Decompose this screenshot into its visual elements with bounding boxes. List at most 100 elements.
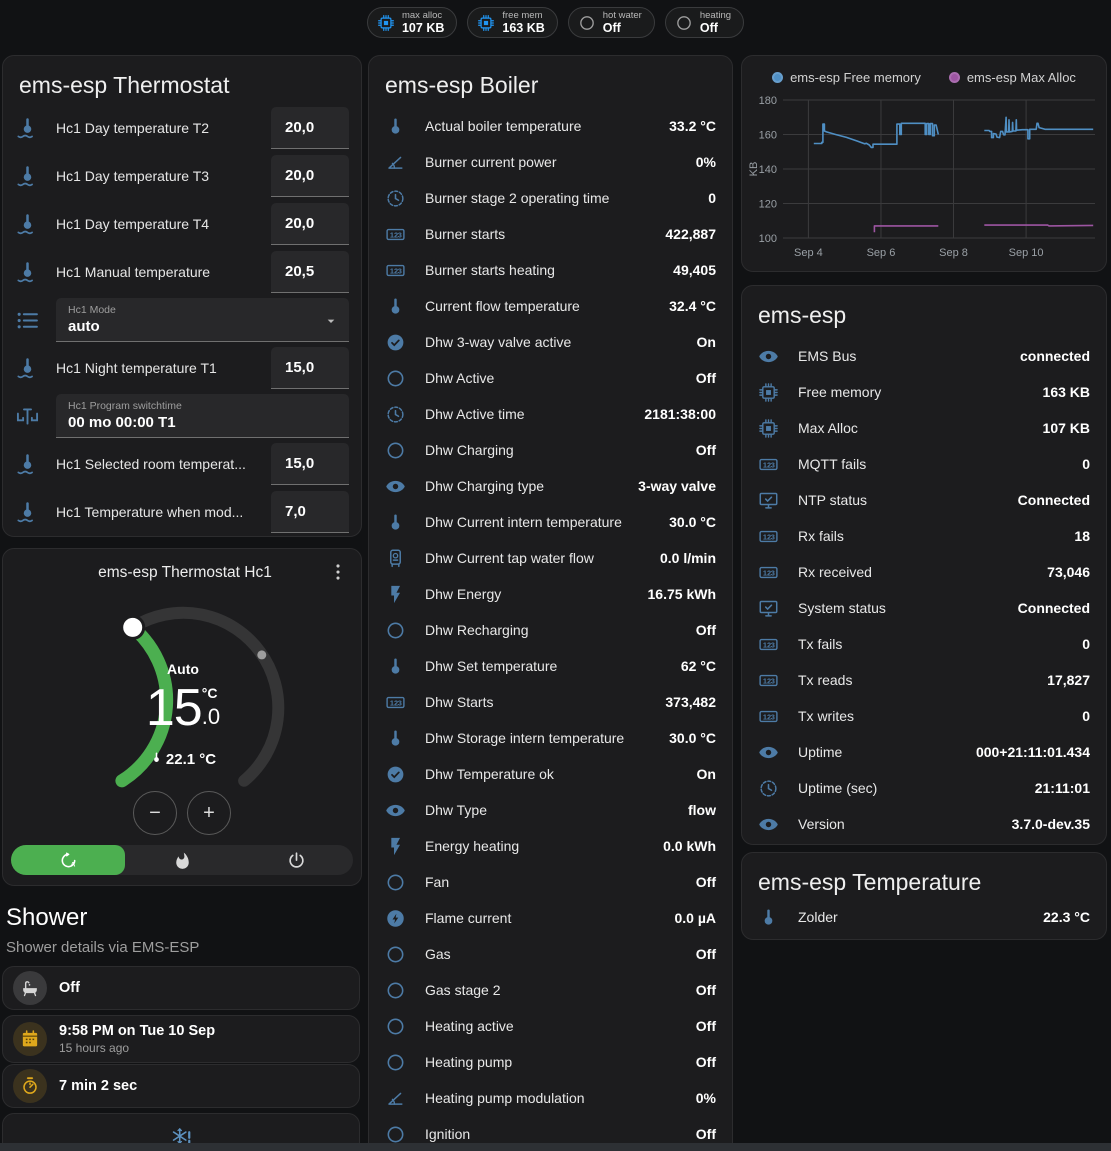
- entity-row[interactable]: Free memory 163 KB: [742, 374, 1106, 410]
- shower-section-subtitle: Shower details via EMS-ESP: [6, 939, 200, 956]
- entity-row[interactable]: Dhw Charging type 3-way valve: [369, 468, 732, 504]
- entity-row[interactable]: Current flow temperature 32.4 °C: [369, 288, 732, 324]
- emsesp-panel: ems-esp EMS Bus connected Free memory 16…: [741, 285, 1107, 845]
- entity-row[interactable]: Dhw Current intern temperature 30.0 °C: [369, 504, 732, 540]
- thermometer-icon: [385, 656, 409, 677]
- entity-row[interactable]: 12 3 Tx writes 0: [742, 698, 1106, 734]
- number-input[interactable]: [271, 251, 349, 293]
- history-chart-card[interactable]: ems-esp Free memory ems-esp Max Alloc 10…: [741, 55, 1107, 272]
- power-icon: [287, 851, 306, 870]
- mode-button-auto[interactable]: A: [11, 845, 125, 875]
- hvac-mode-label: Auto: [167, 661, 199, 677]
- entity-row[interactable]: Ignition Off: [369, 1116, 732, 1151]
- more-menu-icon[interactable]: [327, 561, 351, 585]
- flash-icon: [385, 836, 409, 857]
- entity-row[interactable]: Dhw Charging Off: [369, 432, 732, 468]
- svg-text:12: 12: [763, 640, 771, 649]
- mode-select[interactable]: Hc1 Mode auto: [56, 298, 349, 342]
- status-chip-max-alloc[interactable]: max alloc 107 KB: [366, 7, 458, 38]
- decrease-temp-button[interactable]: −: [133, 791, 177, 835]
- thermostat-dial[interactable]: [68, 593, 298, 823]
- entity-row[interactable]: Dhw Recharging Off: [369, 612, 732, 648]
- entity-row[interactable]: Dhw Storage intern temperature 30.0 °C: [369, 720, 732, 756]
- entity-row[interactable]: Max Alloc 107 KB: [742, 410, 1106, 446]
- number-input[interactable]: [271, 203, 349, 245]
- entity-row[interactable]: 12 3 Rx fails 18: [742, 518, 1106, 554]
- entity-row[interactable]: 12 3 Rx received 73,046: [742, 554, 1106, 590]
- number-input[interactable]: [271, 443, 349, 485]
- thermometer-icon: [385, 296, 409, 317]
- svg-text:12: 12: [763, 712, 771, 721]
- entity-row[interactable]: System status Connected: [742, 590, 1106, 626]
- entity-row[interactable]: Dhw 3-way valve active On: [369, 324, 732, 360]
- mode-button-heat[interactable]: [125, 845, 239, 875]
- number-input[interactable]: [271, 347, 349, 389]
- entity-row[interactable]: Flame current 0.0 µA: [369, 900, 732, 936]
- increase-temp-button[interactable]: +: [187, 791, 231, 835]
- entity-row[interactable]: EMS Bus connected: [742, 338, 1106, 374]
- entity-row[interactable]: 12 3 Dhw Starts 373,482: [369, 684, 732, 720]
- entity-row[interactable]: Fan Off: [369, 864, 732, 900]
- entity-row[interactable]: Dhw Active Off: [369, 360, 732, 396]
- svg-text:12: 12: [763, 676, 771, 685]
- number-input[interactable]: [271, 155, 349, 197]
- snowflake-alert-icon: [170, 1126, 192, 1148]
- dial-handle[interactable]: [120, 614, 146, 640]
- entity-row[interactable]: Heating active Off: [369, 1008, 732, 1044]
- status-chip-heating[interactable]: heating Off: [664, 7, 745, 38]
- entity-row[interactable]: Gas stage 2 Off: [369, 972, 732, 1008]
- entity-row[interactable]: Burner stage 2 operating time 0: [369, 180, 732, 216]
- status-chip-free-mem[interactable]: free mem 163 KB: [467, 7, 558, 38]
- number-input[interactable]: [271, 107, 349, 149]
- entity-row[interactable]: Heating pump Off: [369, 1044, 732, 1080]
- status-chip-hot-water[interactable]: hot water Off: [567, 7, 655, 38]
- text-input[interactable]: Hc1 Program switchtime 00 mo 00:00 T1: [56, 394, 349, 438]
- entity-row[interactable]: 12 3 Burner starts heating 49,405: [369, 252, 732, 288]
- entity-row[interactable]: Dhw Set temperature 62 °C: [369, 648, 732, 684]
- target-temperature: 15 °C .0: [68, 681, 298, 736]
- counter-icon: 12 3: [385, 224, 409, 245]
- shower-card-timer[interactable]: 7 min 2 sec: [2, 1064, 360, 1108]
- dial-active-arc: [115, 620, 174, 788]
- entity-row[interactable]: 12 3 MQTT fails 0: [742, 446, 1106, 482]
- entity-row: Hc1 Day temperature T3: [3, 152, 361, 200]
- entity-row[interactable]: Gas Off: [369, 936, 732, 972]
- entity-row[interactable]: Burner current power 0%: [369, 144, 732, 180]
- thermo-water-icon: [15, 116, 43, 141]
- memory-history-chart: 100 120 140 160 180 Sep 4 Sep 6 Sep 8 Sep 10 KB: [748, 95, 1095, 259]
- svg-text:A: A: [70, 861, 75, 868]
- thermometer-icon: [385, 728, 409, 749]
- hvac-mode-selector: A: [11, 845, 353, 875]
- entity-row[interactable]: Zolder 22.3 °C: [742, 899, 1106, 935]
- entity-row: Hc1 Temperature when mod...: [3, 488, 361, 536]
- thermostat-panel-title: ems-esp Thermostat: [19, 72, 230, 98]
- horizontal-scrollbar[interactable]: [0, 1143, 1111, 1151]
- thermostat-panel: ems-esp Thermostat Hc1 Day temperature T…: [2, 55, 362, 537]
- entity-row[interactable]: Dhw Temperature ok On: [369, 756, 732, 792]
- legend-item[interactable]: ems-esp Free memory: [772, 70, 921, 85]
- legend-item[interactable]: ems-esp Max Alloc: [948, 70, 1076, 85]
- entity-row[interactable]: Uptime (sec) 21:11:01: [742, 770, 1106, 806]
- entity-row[interactable]: 12 3 Tx fails 0: [742, 626, 1106, 662]
- entity-row[interactable]: Dhw Active time 2181:38:00: [369, 396, 732, 432]
- shower-card-calendar[interactable]: 9:58 PM on Tue 10 Sep 15 hours ago: [2, 1015, 360, 1063]
- mode-button-off[interactable]: [239, 845, 353, 875]
- thermo-water-icon: [15, 452, 43, 477]
- entity-row[interactable]: 12 3 Burner starts 422,887: [369, 216, 732, 252]
- entity-row[interactable]: Actual boiler temperature 33.2 °C: [369, 108, 732, 144]
- number-input[interactable]: [271, 491, 349, 533]
- entity-row[interactable]: NTP status Connected: [742, 482, 1106, 518]
- target-temp-integer: 15: [145, 679, 203, 737]
- shower-card-bathtub[interactable]: Off: [2, 966, 360, 1010]
- entity-row[interactable]: Dhw Energy 16.75 kWh: [369, 576, 732, 612]
- entity-row[interactable]: Heating pump modulation 0%: [369, 1080, 732, 1116]
- entity-row[interactable]: 12 3 Tx reads 17,827: [742, 662, 1106, 698]
- entity-row[interactable]: Dhw Type flow: [369, 792, 732, 828]
- entity-row: Hc1 Day temperature T4: [3, 200, 361, 248]
- svg-text:KB: KB: [748, 162, 760, 177]
- circle-icon: [385, 980, 409, 1001]
- entity-row[interactable]: Dhw Current tap water flow 0.0 l/min: [369, 540, 732, 576]
- entity-row[interactable]: Energy heating 0.0 kWh: [369, 828, 732, 864]
- entity-row[interactable]: Version 3.7.0-dev.35: [742, 806, 1106, 842]
- entity-row[interactable]: Uptime 000+21:11:01.434: [742, 734, 1106, 770]
